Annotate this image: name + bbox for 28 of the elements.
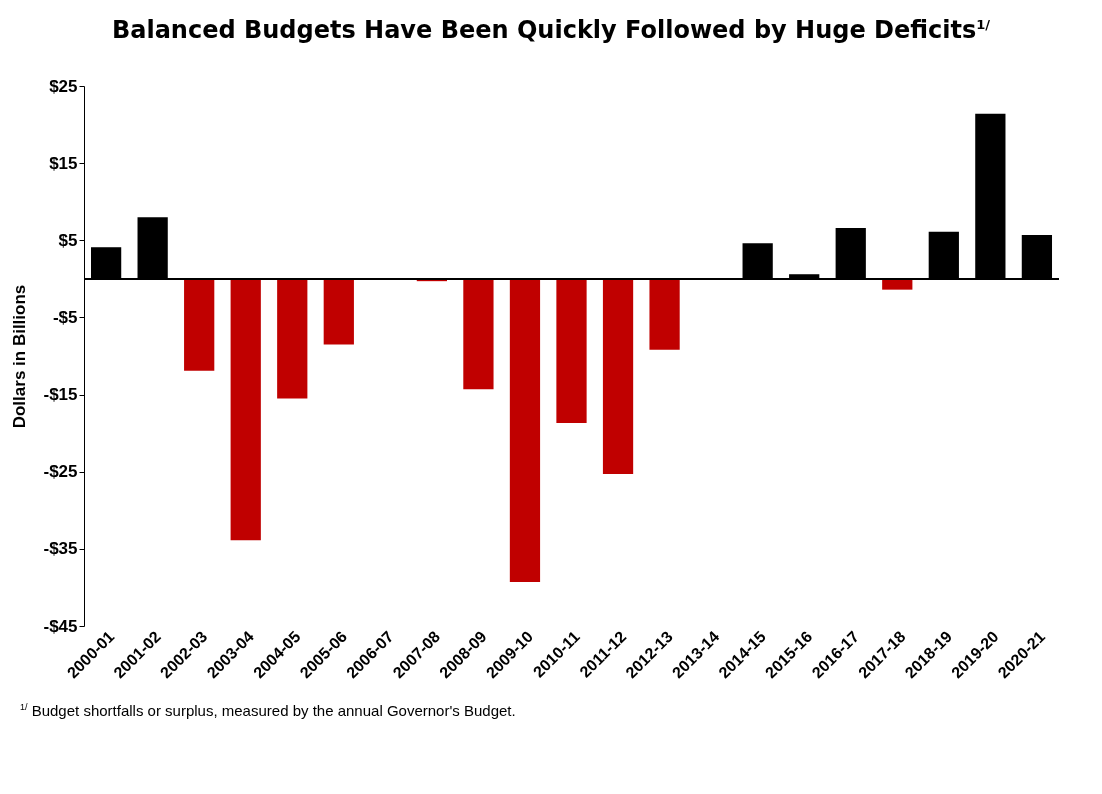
bar [1021,234,1053,279]
bar [928,231,959,279]
bar [509,278,541,583]
bar [230,278,261,541]
bar [882,278,913,290]
bar [649,278,680,350]
bar [835,227,866,279]
bar [602,278,634,475]
bar [463,278,494,390]
y-tick-label: -$15 [43,385,78,405]
bar [137,217,168,279]
bar [90,247,122,279]
y-tick-label: $25 [49,76,78,96]
chart-title: Balanced Budgets Have Been Quickly Followed by Huge Deficits$^{1/}$ [110,15,992,46]
bar [184,278,215,371]
bar [277,278,308,399]
y-tick-label: $15 [49,153,78,173]
y-tick-label: $5 [58,230,78,250]
bar [742,243,773,279]
y-tick-label: -$45 [43,616,78,636]
y-axis-title: Dollars in Billions [10,284,30,429]
text: $^{1/}$ Budget shortfalls or surplus, measured by the annual Governor's Budget. [20,702,517,719]
bar [323,278,354,345]
bar [556,278,587,424]
y-tick-label: -$35 [43,539,78,559]
y-tick-label: -$25 [43,462,78,482]
y-tick-label: -$5 [52,307,78,327]
bar [975,113,1006,279]
